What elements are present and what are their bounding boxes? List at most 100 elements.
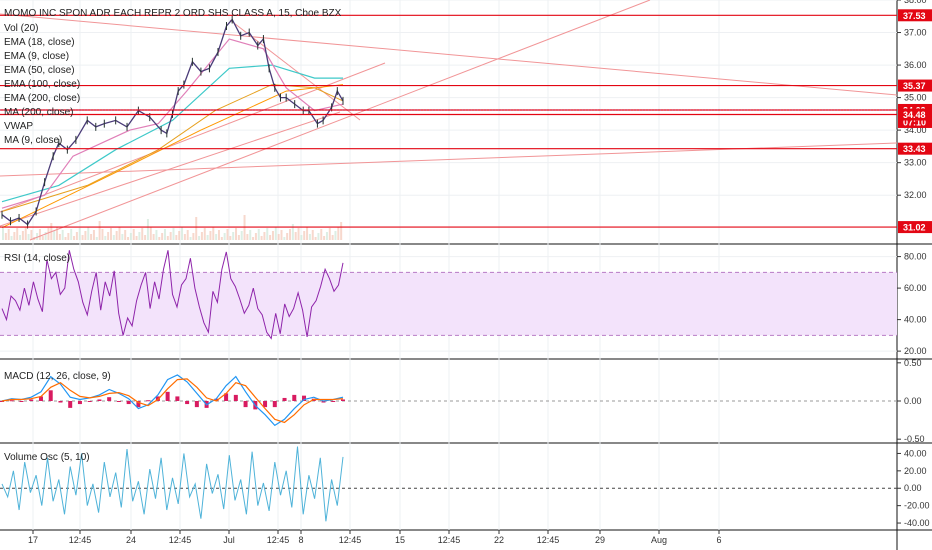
trend-line: [0, 13, 898, 96]
volume-bar: [141, 228, 144, 240]
volume-bar: [172, 228, 175, 240]
volume-bar: [161, 233, 164, 240]
volume-bar: [215, 234, 218, 240]
volume-bar: [67, 233, 70, 240]
volume-bar: [109, 228, 112, 240]
volume-bar: [38, 229, 41, 240]
rsi-band: [0, 271, 897, 336]
volume-bar: [36, 233, 39, 240]
indicator-vwap[interactable]: VWAP: [4, 121, 33, 132]
volume-bar: [337, 227, 340, 240]
indicator-ma-200[interactable]: MA (200, close): [4, 107, 73, 118]
price-tag-label: 34.48: [903, 110, 926, 120]
volume-bar: [115, 231, 118, 240]
macd-histogram-bar: [48, 390, 53, 401]
volume-bar: [277, 234, 280, 240]
price-tag-box: [898, 9, 932, 22]
volume-bar: [155, 230, 158, 240]
macd-histogram-bar: [116, 401, 121, 402]
volume-bar: [95, 237, 98, 240]
indicator-ema-200[interactable]: EMA (200, close): [4, 93, 80, 104]
ema-200-line: [1, 84, 344, 229]
x-tick-label: 12:45: [69, 535, 92, 545]
volume-bar: [240, 231, 243, 240]
macd-histogram-bar: [19, 401, 24, 402]
volume-bar: [163, 229, 166, 240]
volume-bar: [55, 227, 58, 240]
y-tick-label: -40.00: [904, 518, 930, 528]
volume-bar: [246, 234, 249, 240]
macd-histogram-bar: [77, 401, 82, 405]
volume-bar: [144, 235, 147, 240]
indicator-ma-9[interactable]: MA (9, close): [4, 135, 62, 146]
volume-bar: [254, 233, 257, 240]
volume-bar: [41, 236, 44, 240]
macd-histogram-bar: [107, 397, 112, 401]
macd-histogram-bar: [194, 401, 199, 408]
y-tick-label: 20.00: [904, 346, 927, 356]
volume-bar: [166, 236, 169, 240]
volume-bar: [283, 237, 286, 240]
volume-bar: [21, 231, 24, 240]
indicator-vol[interactable]: Vol (20): [4, 23, 38, 34]
volume-bar: [146, 219, 149, 240]
indicator-series: [0, 250, 897, 522]
chart-title: MOMO INC SPON ADR EACH REPR 2 ORD SHS CL…: [4, 8, 342, 19]
macd-histogram-bar: [38, 396, 43, 401]
x-tick-label: Jul: [223, 535, 235, 545]
y-tick-label: 36.00: [904, 60, 927, 70]
macd-histogram-bar: [146, 400, 151, 402]
macd-histogram-bar: [0, 401, 4, 402]
volume-bar: [61, 230, 64, 240]
y-tick-label: 20.00: [904, 466, 927, 476]
indicator-ema-9[interactable]: EMA (9, close): [4, 51, 69, 62]
price-tag-label: 07:10: [903, 117, 926, 127]
volume-bar: [2, 225, 4, 240]
volume-bar: [24, 227, 27, 240]
volume-bar: [101, 229, 104, 240]
price-tag-label: 37.53: [903, 11, 926, 21]
volume-bar: [226, 229, 229, 240]
volume-bar: [260, 236, 263, 240]
ema-9-line: [1, 38, 344, 209]
indicator-ema-50[interactable]: EMA (50, close): [4, 65, 75, 76]
volume-bar: [16, 228, 19, 240]
volume-bar: [334, 231, 337, 240]
x-tick-label: 12:45: [438, 535, 461, 545]
volume-osc-title[interactable]: Volume Osc (5, 10): [4, 452, 90, 463]
volume-bar: [47, 228, 50, 240]
macd-histogram-bar: [331, 401, 336, 402]
y-tick-label: -20.00: [904, 501, 930, 511]
volume-bar: [132, 229, 135, 240]
volume-bar: [84, 231, 87, 240]
y-tick-label: 0.00: [904, 396, 922, 406]
volume-bar: [340, 222, 343, 240]
volume-bar: [64, 237, 67, 240]
volume-bar: [189, 237, 192, 240]
macd-signal-line: [1, 378, 344, 424]
volume-bar: [181, 227, 184, 240]
x-tick-label: Aug: [651, 535, 667, 545]
y-tick-label: 80.00: [904, 252, 927, 262]
macd-histogram-bar: [263, 401, 268, 408]
volume-bar: [10, 236, 13, 240]
volume-bar: [44, 232, 47, 240]
indicator-ema-18[interactable]: EMA (18, close): [4, 37, 75, 48]
macd-histogram-bar: [282, 397, 287, 401]
indicator-ema-100[interactable]: EMA (100, close): [4, 79, 80, 90]
macd-histogram-bar: [165, 391, 170, 401]
volume-bar: [220, 237, 223, 240]
volume-bar: [206, 235, 209, 240]
macd-title[interactable]: MACD (12, 26, close, 9): [4, 371, 111, 382]
x-tick-label: 6: [716, 535, 721, 545]
volume-bar: [107, 232, 110, 240]
rsi-title[interactable]: RSI (14, close): [4, 253, 70, 264]
macd-histogram-bar: [214, 398, 219, 401]
x-axis-ticks: 17 12:45 24 12:45 Jul 12:45 8 12:45 15 12:45 22 12:…: [28, 530, 722, 545]
volume-bar: [192, 233, 195, 240]
x-tick-label: 22: [494, 535, 504, 545]
volume-bar: [58, 234, 61, 240]
x-tick-label: 17: [28, 535, 38, 545]
